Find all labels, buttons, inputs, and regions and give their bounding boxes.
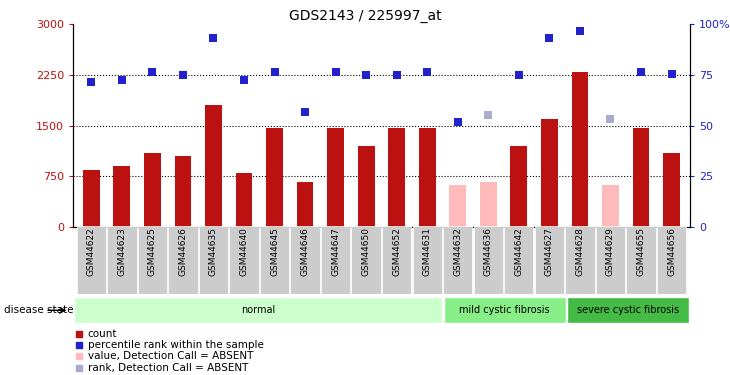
Bar (663, 153, 680, 227)
FancyBboxPatch shape (260, 226, 289, 294)
Text: value, Detection Call = ABSENT: value, Detection Call = ABSENT (88, 351, 253, 361)
Text: GSM44642: GSM44642 (515, 227, 523, 276)
Point (513, 72, 525, 78)
Text: GSM44646: GSM44646 (301, 227, 310, 276)
Text: GSM44640: GSM44640 (239, 227, 248, 276)
Text: severe cystic fibrosis: severe cystic fibrosis (577, 305, 679, 315)
Text: GSM44628: GSM44628 (575, 227, 585, 276)
Bar (266, 128, 283, 227)
FancyBboxPatch shape (382, 226, 411, 294)
Point (361, 72, 372, 78)
Text: GSM44635: GSM44635 (209, 227, 218, 276)
Point (574, 28, 585, 34)
Point (452, 119, 464, 125)
FancyBboxPatch shape (352, 226, 381, 294)
Bar (113, 166, 130, 227)
Bar (602, 185, 619, 227)
Bar (174, 156, 191, 227)
FancyBboxPatch shape (412, 226, 442, 294)
Bar (388, 128, 405, 227)
Bar (450, 185, 466, 227)
Point (73, 342, 85, 348)
Text: GSM44622: GSM44622 (87, 227, 96, 276)
Text: rank, Detection Call = ABSENT: rank, Detection Call = ABSENT (88, 363, 248, 372)
Text: GSM44623: GSM44623 (118, 227, 126, 276)
Text: GSM44655: GSM44655 (637, 227, 645, 276)
FancyBboxPatch shape (657, 226, 686, 294)
FancyBboxPatch shape (74, 297, 442, 323)
Point (544, 35, 556, 41)
FancyBboxPatch shape (199, 226, 228, 294)
Point (604, 116, 616, 122)
Text: disease state: disease state (4, 305, 73, 315)
FancyBboxPatch shape (321, 226, 350, 294)
Text: GSM44647: GSM44647 (331, 227, 340, 276)
FancyBboxPatch shape (565, 226, 594, 294)
Bar (480, 182, 496, 227)
Point (483, 112, 494, 118)
Text: GSM44650: GSM44650 (361, 227, 371, 276)
FancyBboxPatch shape (169, 226, 198, 294)
Bar (572, 72, 588, 227)
Point (299, 109, 311, 115)
Point (391, 72, 402, 78)
Bar (510, 146, 527, 227)
Point (85, 79, 97, 85)
Bar (541, 119, 558, 227)
Text: mild cystic fibrosis: mild cystic fibrosis (459, 305, 550, 315)
Point (421, 69, 433, 75)
Text: normal: normal (241, 305, 275, 315)
Text: GSM44629: GSM44629 (606, 227, 615, 276)
Bar (296, 182, 313, 227)
Bar (144, 153, 161, 227)
Text: GSM44631: GSM44631 (423, 227, 431, 276)
Point (73, 353, 85, 359)
Bar (419, 128, 436, 227)
Text: GSM44626: GSM44626 (178, 227, 188, 276)
Point (666, 71, 677, 77)
Bar (358, 146, 374, 227)
Text: GDS2143 / 225997_at: GDS2143 / 225997_at (288, 9, 442, 23)
Bar (83, 170, 100, 227)
Text: count: count (88, 329, 118, 339)
FancyBboxPatch shape (77, 226, 106, 294)
Text: GSM44627: GSM44627 (545, 227, 554, 276)
Point (207, 35, 219, 41)
FancyBboxPatch shape (229, 226, 258, 294)
Point (73, 364, 85, 370)
FancyBboxPatch shape (596, 226, 625, 294)
Text: GSM44652: GSM44652 (392, 227, 402, 276)
Text: GSM44625: GSM44625 (148, 227, 157, 276)
FancyBboxPatch shape (626, 226, 656, 294)
FancyBboxPatch shape (443, 226, 472, 294)
FancyBboxPatch shape (291, 226, 320, 294)
Text: GSM44645: GSM44645 (270, 227, 279, 276)
Text: GSM44636: GSM44636 (484, 227, 493, 276)
Bar (633, 128, 650, 227)
FancyBboxPatch shape (138, 226, 167, 294)
Point (116, 77, 128, 83)
FancyBboxPatch shape (504, 226, 534, 294)
Point (330, 69, 342, 75)
Bar (236, 173, 253, 227)
Point (73, 331, 85, 337)
Text: GSM44632: GSM44632 (453, 227, 462, 276)
Bar (327, 128, 344, 227)
FancyBboxPatch shape (444, 297, 566, 323)
FancyBboxPatch shape (534, 226, 564, 294)
Point (177, 72, 189, 78)
Point (635, 69, 647, 75)
Text: GSM44656: GSM44656 (667, 227, 676, 276)
Text: percentile rank within the sample: percentile rank within the sample (88, 340, 264, 350)
Point (238, 77, 250, 83)
FancyBboxPatch shape (474, 226, 503, 294)
FancyBboxPatch shape (567, 297, 689, 323)
Point (269, 69, 280, 75)
FancyBboxPatch shape (107, 226, 137, 294)
Bar (205, 105, 222, 227)
Point (147, 69, 158, 75)
